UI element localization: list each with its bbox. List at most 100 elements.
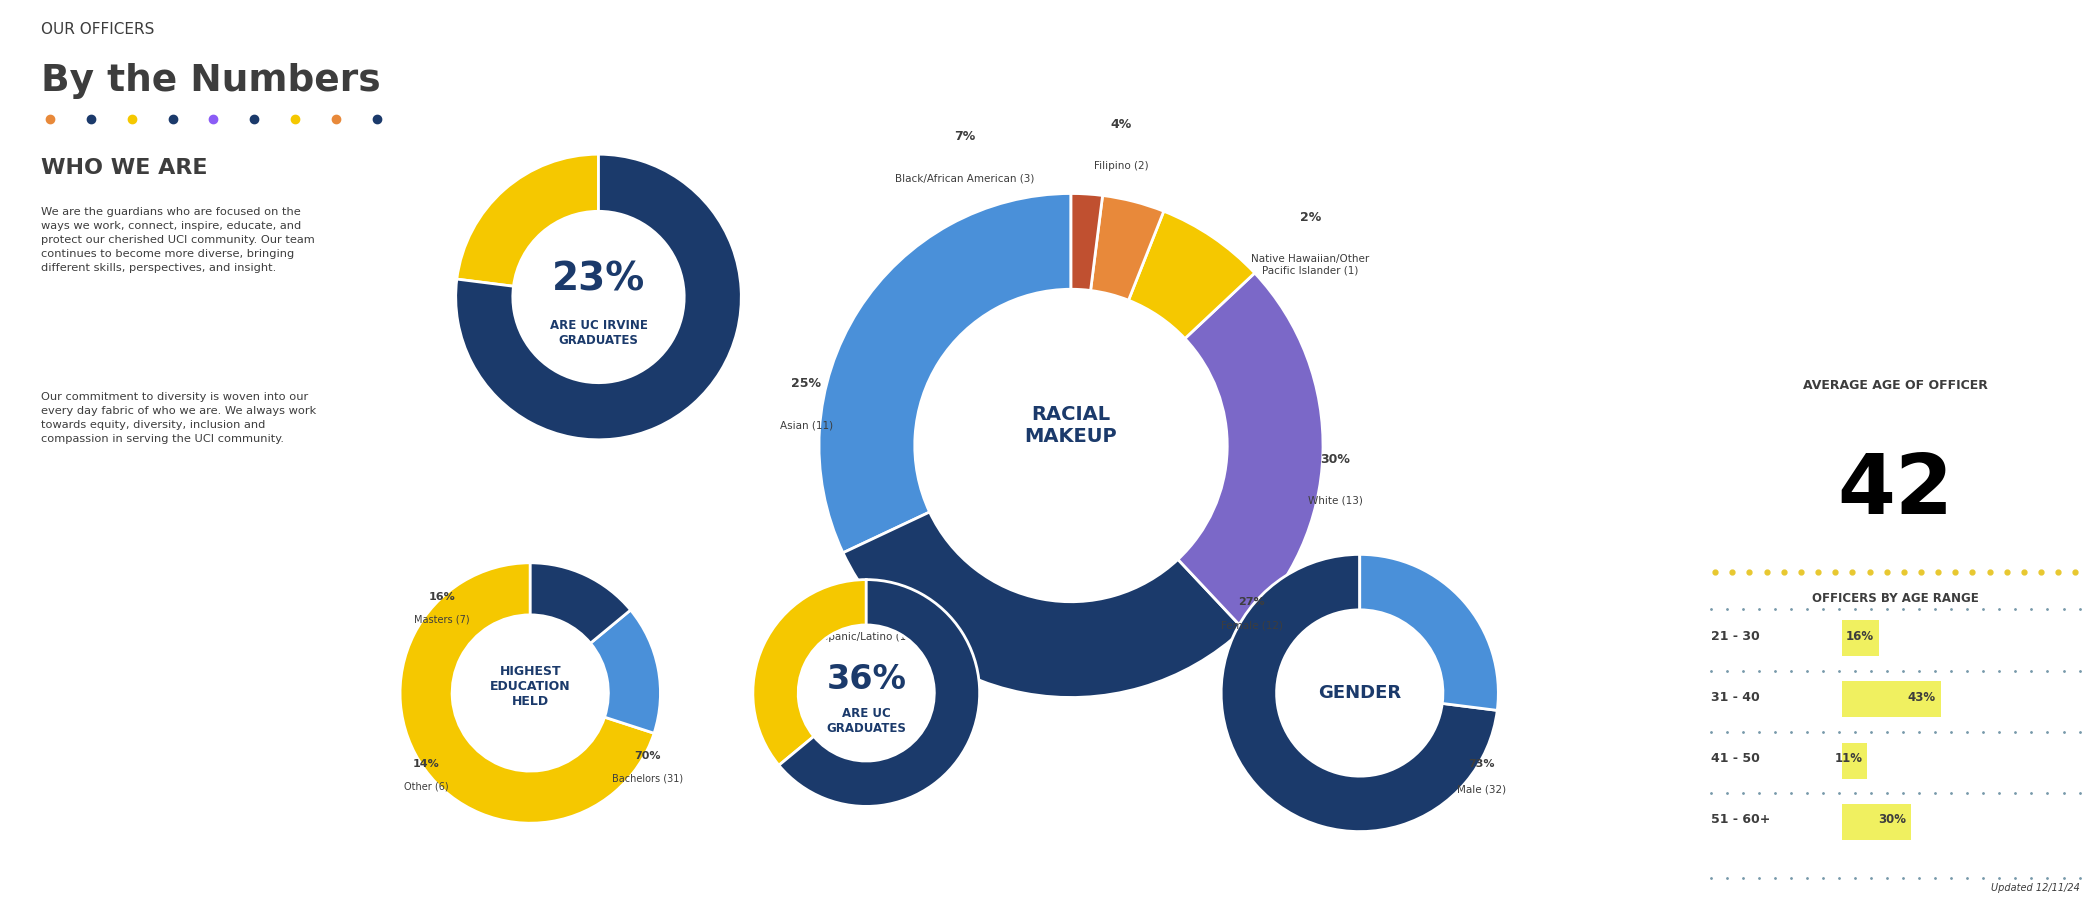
- Circle shape: [1945, 177, 1959, 206]
- Text: 25%: 25%: [792, 377, 821, 390]
- FancyBboxPatch shape: [1774, 285, 1796, 330]
- Circle shape: [1712, 96, 1724, 125]
- Wedge shape: [1222, 554, 1497, 832]
- Text: 30%: 30%: [1877, 814, 1907, 826]
- FancyBboxPatch shape: [1909, 204, 1930, 249]
- Circle shape: [1846, 96, 1858, 125]
- Wedge shape: [1178, 273, 1323, 629]
- Circle shape: [1812, 15, 1825, 44]
- Circle shape: [1880, 96, 1892, 125]
- Wedge shape: [1361, 554, 1497, 710]
- FancyBboxPatch shape: [1741, 204, 1762, 249]
- Text: RACIAL
MAKEUP: RACIAL MAKEUP: [1025, 405, 1117, 446]
- Text: 30%: 30%: [1321, 453, 1350, 465]
- Text: Asian (11): Asian (11): [779, 420, 834, 430]
- FancyBboxPatch shape: [1741, 42, 1762, 87]
- FancyBboxPatch shape: [1808, 285, 1829, 330]
- FancyBboxPatch shape: [1976, 204, 1997, 249]
- Text: Filipino (2): Filipino (2): [1094, 161, 1149, 171]
- Text: AVERAGE AGE OF OFFICER: AVERAGE AGE OF OFFICER: [1802, 379, 1989, 392]
- Wedge shape: [531, 562, 630, 644]
- FancyBboxPatch shape: [1808, 42, 1829, 87]
- FancyBboxPatch shape: [1875, 285, 1896, 330]
- Wedge shape: [1128, 212, 1254, 338]
- Circle shape: [2012, 15, 2026, 44]
- Circle shape: [1712, 258, 1724, 287]
- Wedge shape: [842, 512, 1243, 698]
- Circle shape: [2045, 258, 2060, 287]
- Text: HIGHEST
EDUCATION
HELD: HIGHEST EDUCATION HELD: [489, 665, 571, 708]
- Text: White (13): White (13): [1308, 496, 1363, 506]
- Wedge shape: [754, 580, 865, 765]
- Circle shape: [1745, 15, 1758, 44]
- Wedge shape: [779, 580, 979, 806]
- Text: ARE UC
GRADUATES: ARE UC GRADUATES: [825, 707, 907, 735]
- Circle shape: [1712, 15, 1724, 44]
- Wedge shape: [456, 154, 741, 440]
- Circle shape: [2012, 258, 2026, 287]
- FancyBboxPatch shape: [1707, 42, 1728, 87]
- Circle shape: [1978, 96, 1993, 125]
- FancyBboxPatch shape: [1976, 285, 1997, 330]
- Circle shape: [1978, 258, 1993, 287]
- Text: Male (32): Male (32): [1457, 785, 1506, 795]
- Text: WHO WE ARE: WHO WE ARE: [42, 158, 208, 177]
- Circle shape: [1812, 258, 1825, 287]
- Circle shape: [1779, 96, 1791, 125]
- Circle shape: [2012, 96, 2026, 125]
- FancyBboxPatch shape: [2043, 204, 2064, 249]
- FancyBboxPatch shape: [2010, 42, 2031, 87]
- Text: GENDER: GENDER: [1319, 684, 1401, 702]
- Circle shape: [1779, 258, 1791, 287]
- Text: 7%: 7%: [956, 130, 976, 143]
- Circle shape: [1880, 177, 1892, 206]
- FancyBboxPatch shape: [2043, 42, 2064, 87]
- Text: 43%: 43%: [1907, 691, 1936, 704]
- Circle shape: [1978, 15, 1993, 44]
- Circle shape: [1812, 177, 1825, 206]
- Circle shape: [1880, 15, 1892, 44]
- Text: 51 - 60+: 51 - 60+: [1712, 814, 1770, 826]
- Wedge shape: [1071, 194, 1102, 291]
- Text: 16%: 16%: [428, 592, 456, 602]
- FancyBboxPatch shape: [1707, 204, 1728, 249]
- Wedge shape: [458, 154, 598, 286]
- Text: Hispanic/Latino (14): Hispanic/Latino (14): [813, 632, 918, 642]
- FancyBboxPatch shape: [1808, 123, 1829, 168]
- FancyBboxPatch shape: [2043, 285, 2064, 330]
- Text: 16%: 16%: [1846, 630, 1873, 643]
- FancyBboxPatch shape: [2010, 123, 2031, 168]
- Circle shape: [1945, 15, 1959, 44]
- Text: 23%: 23%: [552, 261, 645, 299]
- FancyBboxPatch shape: [1842, 42, 1863, 87]
- Text: Bachelors (31): Bachelors (31): [611, 774, 682, 784]
- FancyBboxPatch shape: [1942, 285, 1964, 330]
- FancyBboxPatch shape: [2010, 204, 2031, 249]
- FancyBboxPatch shape: [1842, 804, 1911, 840]
- Text: 21 - 30: 21 - 30: [1712, 630, 1760, 643]
- FancyBboxPatch shape: [1909, 285, 1930, 330]
- Circle shape: [1812, 96, 1825, 125]
- Circle shape: [2045, 177, 2060, 206]
- Text: Updated 12/11/24: Updated 12/11/24: [1991, 883, 2079, 893]
- Text: ARE UC IRVINE
GRADUATES: ARE UC IRVINE GRADUATES: [550, 319, 647, 346]
- FancyBboxPatch shape: [1842, 285, 1863, 330]
- Text: OUR OFFICERS: OUR OFFICERS: [42, 22, 155, 38]
- FancyBboxPatch shape: [1909, 123, 1930, 168]
- Text: 32%: 32%: [848, 589, 880, 602]
- Text: 11%: 11%: [1833, 752, 1863, 765]
- FancyBboxPatch shape: [1741, 285, 1762, 330]
- Circle shape: [2012, 177, 2026, 206]
- Text: 31 - 40: 31 - 40: [1712, 691, 1760, 704]
- Circle shape: [1945, 96, 1959, 125]
- Circle shape: [1880, 258, 1892, 287]
- Wedge shape: [1090, 195, 1163, 301]
- Wedge shape: [590, 610, 659, 734]
- Circle shape: [1911, 96, 1926, 125]
- Circle shape: [1846, 258, 1858, 287]
- FancyBboxPatch shape: [1875, 42, 1896, 87]
- Circle shape: [1779, 177, 1791, 206]
- FancyBboxPatch shape: [1909, 42, 1930, 87]
- Text: 4%: 4%: [1111, 118, 1132, 130]
- Circle shape: [2045, 96, 2060, 125]
